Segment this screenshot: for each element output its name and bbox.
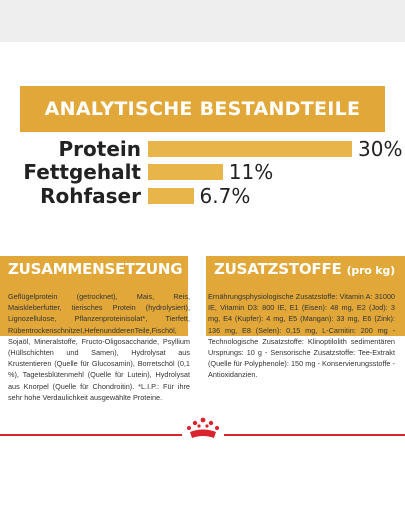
- header-title: ANALYTISCHE BESTANDTEILE: [44, 98, 361, 120]
- analytical-constituents-header: ANALYTISCHE BESTANDTEILE: [20, 86, 385, 132]
- nutrient-row-rohfaser: Rohfaser 6.7%: [0, 183, 405, 209]
- additives-title: ZUSATZSTOFFE (pro kg): [214, 260, 395, 278]
- nutrient-bar: [148, 188, 194, 204]
- composition-title: ZUSAMMENSETZUNG: [8, 260, 183, 278]
- additives-title-main: ZUSATZSTOFFE: [214, 260, 342, 278]
- top-band: [0, 0, 405, 42]
- nutrient-bar: [148, 141, 352, 157]
- nutrient-label: Rohfaser: [40, 184, 141, 208]
- additives-title-suffix: (pro kg): [346, 264, 396, 277]
- bottom-rule-left: [0, 434, 182, 436]
- nutrient-value: 6.7%: [199, 184, 251, 208]
- composition-text: Geflügelprotein (getrocknet), Mais, Reis…: [8, 292, 190, 402]
- nutrient-row-fettgehalt: Fettgehalt 11%: [0, 159, 405, 185]
- royal-canin-crown-logo-icon: [187, 417, 219, 438]
- bottom-rule-right: [224, 434, 405, 436]
- composition-panel: ZUSAMMENSETZUNG: [0, 256, 188, 336]
- nutrient-value: 30%: [358, 137, 403, 161]
- additives-text: Ernährungsphysiologische Zusatzstoffe: V…: [208, 292, 395, 380]
- nutrient-row-protein: Protein 30%: [0, 136, 405, 162]
- nutrient-label: Fettgehalt: [23, 160, 141, 184]
- additives-panel: ZUSATZSTOFFE (pro kg): [206, 256, 405, 336]
- nutrient-bar: [148, 164, 223, 180]
- nutrient-value: 11%: [228, 160, 274, 184]
- nutrient-label: Protein: [58, 137, 141, 161]
